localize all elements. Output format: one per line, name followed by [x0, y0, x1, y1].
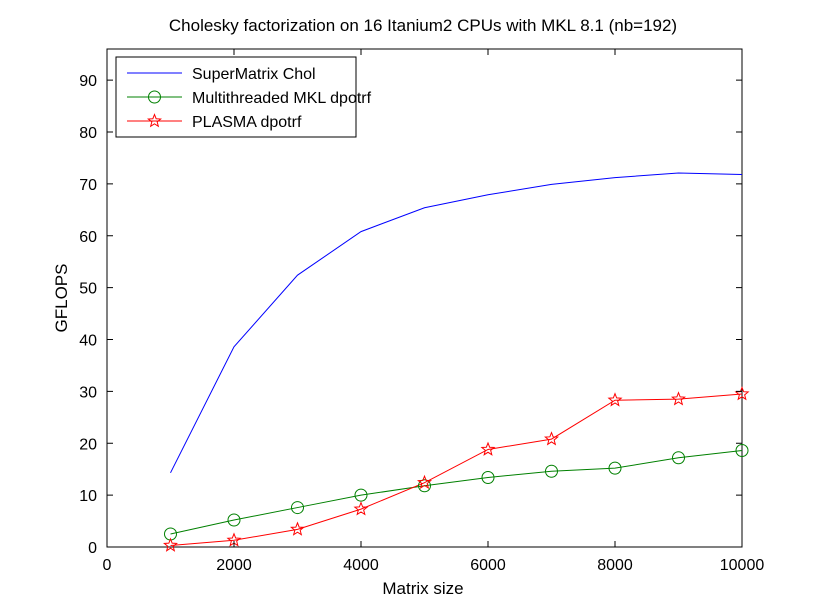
data-point-2: [290, 521, 305, 536]
y-tick-label: 40: [79, 333, 97, 350]
y-tick-label: 80: [79, 125, 97, 142]
y-tick-label: 20: [79, 436, 97, 453]
data-point-2: [671, 391, 686, 406]
axis-ticks: 0 2000 4000 6000 8000 10000 0 10 20 30 40 50 60 70 80 9…: [79, 49, 764, 574]
x-tick-label: 8000: [597, 557, 633, 574]
data-point-1: [291, 501, 304, 515]
data-point-1: [418, 479, 431, 493]
y-tick-label: 70: [79, 177, 97, 194]
series-line-1: [170, 450, 743, 535]
data-point-1: [608, 461, 622, 475]
data-point-2: [353, 501, 369, 516]
y-axis-label: GFLOPS: [52, 264, 71, 333]
series-line-0: [170, 172, 743, 474]
y-tick-label: 50: [79, 281, 97, 298]
x-tick-label: 10000: [720, 557, 765, 574]
y-tick-label: 30: [79, 384, 97, 401]
data-point-1: [545, 464, 558, 478]
y-tick-label: 0: [88, 540, 97, 557]
data-point-2: [417, 474, 432, 490]
legend-marker-2: [147, 113, 162, 128]
data-point-1: [481, 470, 495, 484]
legend-label-0: SuperMatrix Chol: [192, 66, 316, 83]
legend-label-2: PLASMA dpotrf: [192, 114, 302, 131]
data-point-1: [354, 488, 368, 502]
series-line-2: [170, 393, 743, 546]
data-point-1: [227, 513, 241, 527]
legend-marker-1: [148, 90, 161, 104]
chart-title: Cholesky factorization on 16 Itanium2 CP…: [169, 16, 677, 35]
y-tick-label: 90: [79, 73, 97, 90]
y-tick-label: 60: [79, 229, 97, 246]
x-tick-label: 0: [103, 557, 112, 574]
data-point-2: [480, 441, 496, 456]
x-tick-label: 2000: [216, 557, 252, 574]
series-lines: [170, 172, 743, 546]
data-point-1: [672, 451, 685, 465]
data-point-2: [544, 431, 559, 446]
x-tick-label: 6000: [470, 557, 506, 574]
data-point-2: [163, 537, 178, 552]
data-point-1: [735, 444, 749, 458]
legend-label-1: Multithreaded MKL dpotrf: [192, 90, 372, 107]
x-axis-label: Matrix size: [382, 579, 463, 598]
data-point-2: [607, 392, 623, 407]
x-tick-label: 4000: [343, 557, 379, 574]
legend: SuperMatrix Chol Multithreaded MKL dpotrf…: [115, 56, 372, 138]
y-tick-label: 10: [79, 488, 97, 505]
